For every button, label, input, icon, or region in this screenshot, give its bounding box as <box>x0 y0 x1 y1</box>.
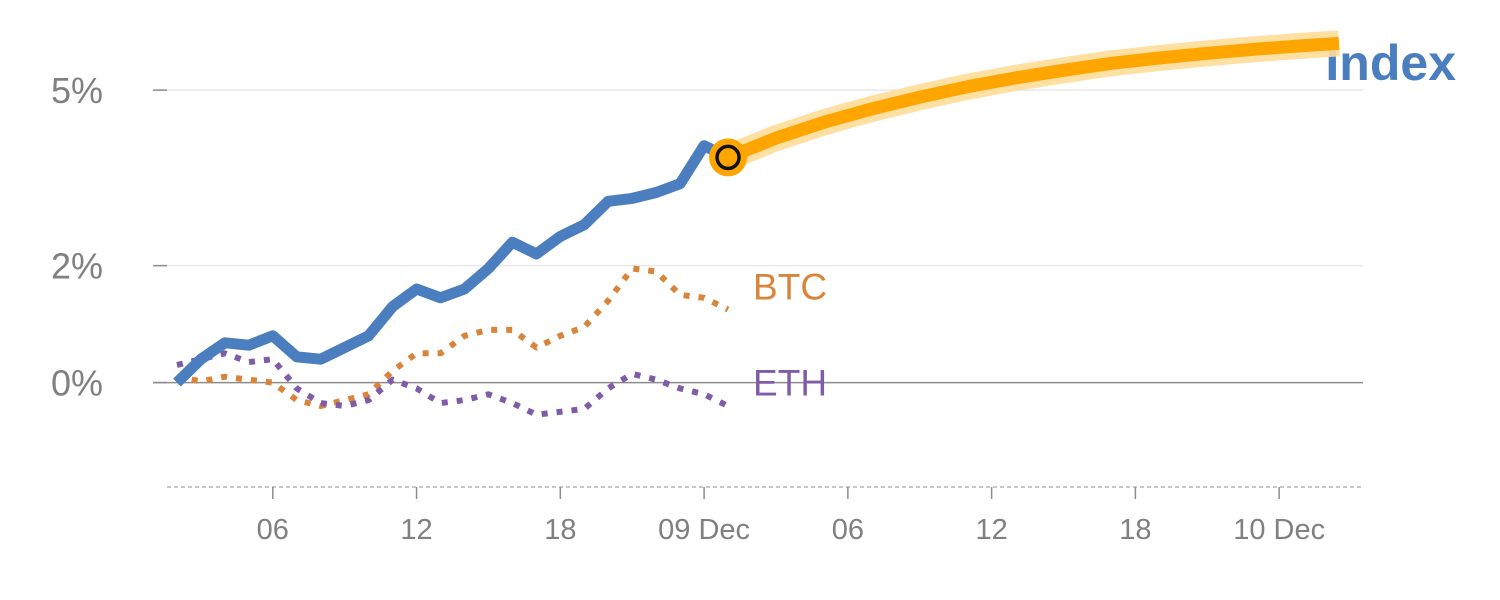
chart-title: Index <box>1325 35 1456 91</box>
btc-label: BTC <box>753 266 827 307</box>
x-axis-ticks: 06 12 18 09 Dec 06 12 18 10 Dec <box>257 487 1325 546</box>
x-tick-label: 06 <box>257 514 289 546</box>
x-tick-label: 09 Dec <box>658 514 750 546</box>
index-line <box>173 140 731 387</box>
x-tick-label: 06 <box>832 514 864 546</box>
eth-line <box>176 350 730 418</box>
eth-label: ETH <box>753 363 827 404</box>
x-tick-label: 18 <box>1119 514 1151 546</box>
y-tick-label: 5% <box>51 70 103 111</box>
series-lines <box>173 30 1340 418</box>
y-axis-ticks: 5% 2% 0% <box>51 70 167 404</box>
x-tick-label: 18 <box>544 514 576 546</box>
x-tick-label: 10 Dec <box>1233 514 1325 546</box>
gridlines <box>153 89 1363 384</box>
y-tick-label: 0% <box>51 363 103 404</box>
endpoint-marker-group <box>709 138 748 177</box>
series-labels: BTC ETH <box>753 266 827 403</box>
x-tick-label: 12 <box>400 514 432 546</box>
endpoint-marker <box>715 144 741 171</box>
y-tick-label: 2% <box>51 246 103 287</box>
projection-line <box>725 36 1340 164</box>
x-tick-label: 12 <box>975 514 1007 546</box>
btc-line <box>176 265 730 409</box>
projection-band <box>723 30 1340 170</box>
